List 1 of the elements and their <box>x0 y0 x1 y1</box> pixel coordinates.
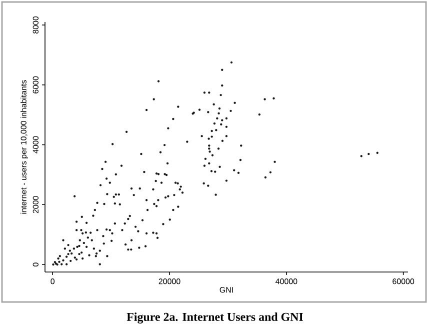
text: Figure 2a. Internet Users and GNI <box>126 312 303 324</box>
